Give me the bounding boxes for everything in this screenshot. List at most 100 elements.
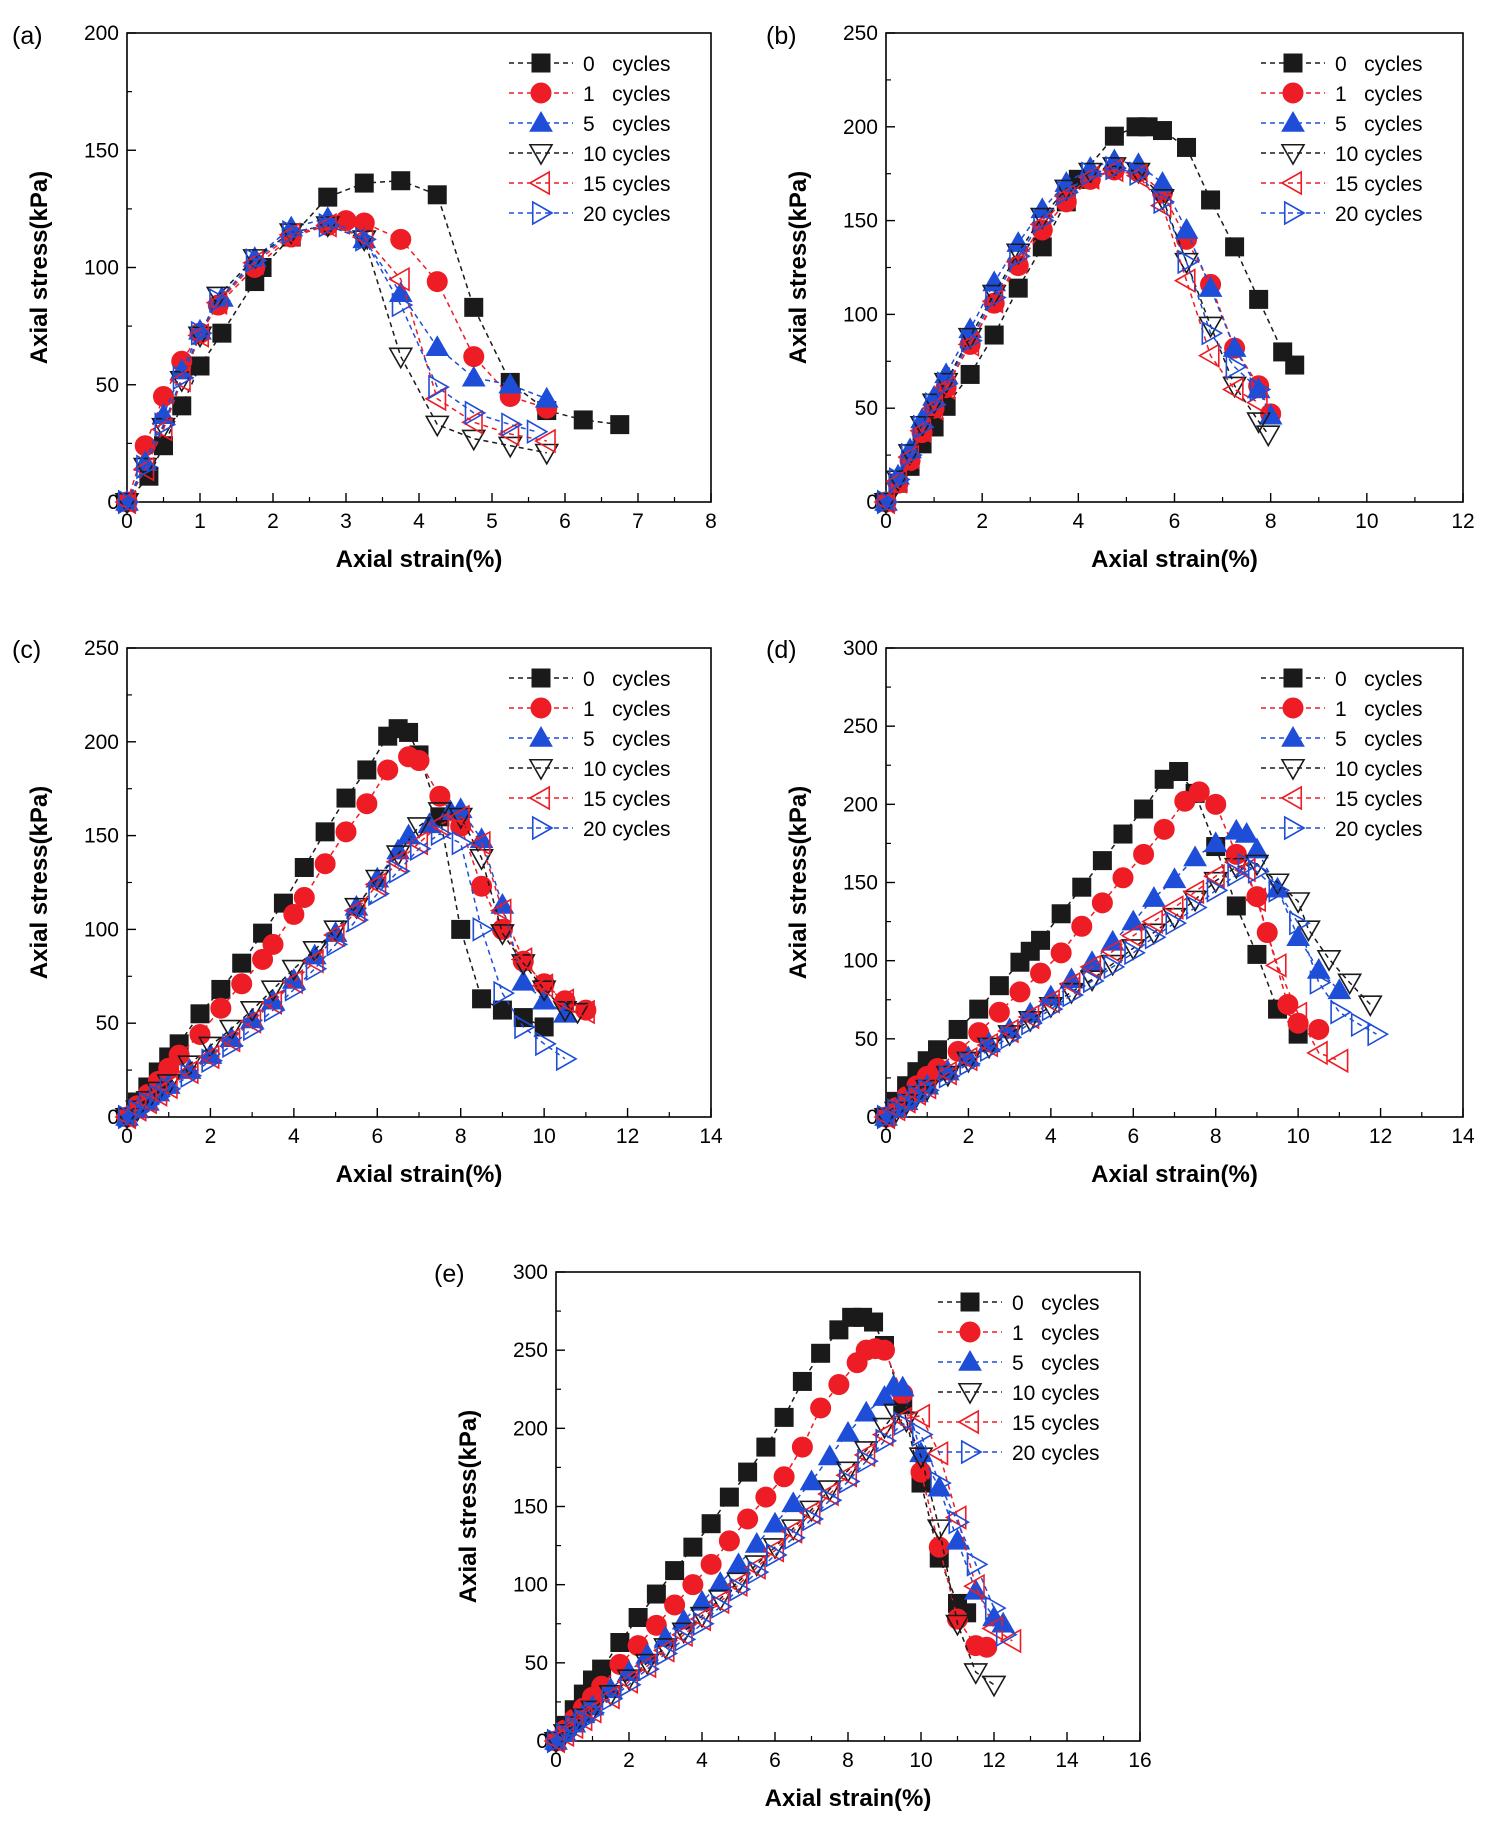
data-point	[871, 1422, 894, 1447]
x-tick-label: 14	[1451, 1125, 1475, 1148]
x-tick-label: 4	[413, 510, 425, 533]
data-point	[981, 288, 1004, 314]
data-point	[981, 1675, 1007, 1698]
data-point	[448, 804, 470, 830]
data-point	[150, 416, 173, 442]
data-point	[1183, 845, 1207, 867]
y-tick-label: 150	[84, 825, 119, 848]
data-point	[243, 1016, 265, 1042]
data-point	[989, 976, 1009, 996]
legend-label: 10 cycles	[1012, 1382, 1100, 1405]
data-point	[190, 1004, 210, 1024]
data-point	[1053, 183, 1076, 209]
data-point	[838, 1469, 861, 1494]
legend-marker	[1283, 200, 1306, 226]
data-point	[1173, 268, 1196, 294]
data-point	[719, 1487, 739, 1507]
data-point	[945, 1614, 970, 1637]
data-point	[756, 1437, 776, 1457]
data-point	[489, 898, 512, 924]
data-point	[888, 467, 911, 492]
legend-marker	[531, 815, 554, 841]
data-point	[729, 1576, 752, 1602]
data-point	[876, 489, 899, 515]
data-point	[368, 881, 390, 907]
data-point	[322, 922, 345, 948]
legend-marker	[529, 110, 553, 132]
y-tick-label: 300	[513, 1261, 548, 1284]
data-point	[1285, 355, 1305, 375]
data-point	[201, 1048, 224, 1074]
x-tick-label: 8	[1265, 510, 1277, 533]
x-tick-label: 2	[205, 1125, 217, 1148]
data-point	[1112, 867, 1134, 889]
data-point	[305, 956, 328, 982]
data-point	[948, 1509, 971, 1535]
data-point	[744, 1532, 769, 1553]
data-point	[1245, 837, 1269, 859]
data-point	[222, 1033, 244, 1059]
data-point	[1306, 1040, 1328, 1066]
data-point	[997, 1025, 1023, 1047]
data-point	[138, 1091, 161, 1117]
data-point	[1030, 962, 1052, 984]
legend-item: 20 cycles	[938, 1439, 1100, 1465]
x-tick-label: 10	[1355, 510, 1378, 533]
series-1	[875, 159, 1282, 513]
panel-label: (c)	[12, 636, 41, 664]
legend-label: 0 cycles	[583, 668, 671, 691]
data-point	[534, 443, 560, 466]
data-point	[984, 1595, 1007, 1621]
legend-item: 15 cycles	[509, 785, 671, 811]
data-point	[388, 266, 410, 292]
data-point	[864, 1312, 884, 1332]
data-point	[1038, 988, 1060, 1014]
data-point	[926, 1519, 952, 1541]
data-point	[284, 977, 307, 1002]
chart-panel-0: (a) 0 1 2 3 4 5 6 7 8 0 50 100 150 200 Axial strain(%) A…	[12, 22, 717, 573]
legend-label: 1 cycles	[1335, 83, 1423, 106]
x-tick-label: 2	[267, 510, 279, 533]
data-point	[799, 1469, 824, 1491]
data-point	[172, 396, 192, 416]
data-point	[628, 1607, 648, 1627]
data-point	[468, 830, 491, 856]
data-point	[802, 1506, 825, 1532]
data-point	[762, 1537, 785, 1563]
data-point	[909, 416, 935, 438]
data-point	[963, 1663, 989, 1685]
y-axis-label: Axial stress(kPa)	[26, 786, 53, 979]
data-point	[979, 1037, 1002, 1063]
data-point	[784, 1525, 806, 1551]
data-point	[510, 947, 533, 972]
data-point	[592, 1659, 612, 1679]
data-point	[957, 332, 980, 357]
x-tick-label: 0	[121, 1125, 133, 1148]
data-point	[961, 328, 983, 354]
legend-item: 0 cycles	[509, 53, 671, 76]
data-point	[510, 954, 536, 976]
data-point	[853, 1442, 876, 1468]
legend-label: 0 cycles	[1335, 668, 1423, 691]
data-point	[1225, 237, 1245, 257]
data-point	[1149, 193, 1172, 218]
legend-label: 1 cycles	[1335, 698, 1423, 721]
y-tick-label: 200	[84, 731, 119, 754]
data-point	[1225, 354, 1248, 380]
x-tick-label: 4	[1045, 1125, 1057, 1148]
x-tick-label: 4	[1072, 510, 1084, 533]
data-point	[211, 979, 231, 999]
data-point	[835, 1462, 858, 1488]
data-point	[1182, 879, 1205, 905]
legend-item: 1 cycles	[509, 82, 671, 106]
data-point	[682, 1574, 704, 1596]
data-point	[1234, 822, 1259, 843]
chart-panel-4: (e) 0 2 4 6 8 10 12 14 16 0 50 100 150 200 250 300 Axial …	[434, 1260, 1152, 1812]
data-point	[1104, 126, 1124, 146]
series-2	[874, 148, 1283, 511]
data-point	[1350, 1012, 1373, 1038]
data-point	[610, 1633, 630, 1653]
x-tick-label: 0	[880, 1125, 892, 1148]
legend-marker	[1282, 697, 1304, 719]
data-point	[335, 821, 357, 843]
